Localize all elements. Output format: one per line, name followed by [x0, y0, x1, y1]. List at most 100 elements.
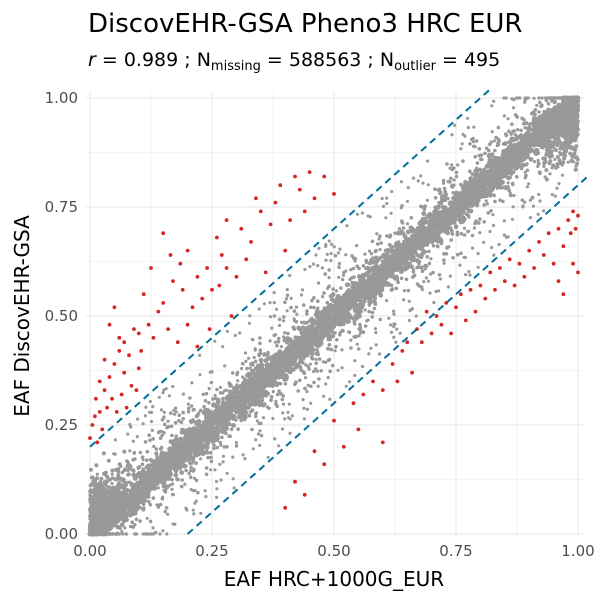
data-point	[201, 449, 206, 454]
data-point	[277, 317, 282, 322]
data-point	[285, 348, 290, 352]
data-point	[322, 313, 327, 317]
data-point	[231, 423, 237, 428]
data-point	[488, 168, 493, 173]
data-point	[476, 182, 481, 186]
data-point	[301, 326, 306, 331]
data-point	[477, 153, 482, 158]
data-point	[170, 433, 174, 438]
data-point	[163, 509, 167, 514]
data-point	[477, 147, 482, 151]
data-point	[363, 279, 368, 284]
data-point	[258, 394, 262, 398]
data-point	[483, 179, 488, 184]
data-point	[453, 221, 457, 225]
data-point	[215, 445, 220, 450]
data-point	[356, 310, 360, 314]
data-point	[350, 254, 354, 258]
data-point	[537, 110, 541, 114]
data-point	[458, 200, 462, 205]
data-point	[285, 375, 290, 380]
data-point	[247, 386, 253, 391]
data-point	[417, 284, 422, 288]
data-point	[259, 433, 264, 438]
data-point	[495, 143, 500, 148]
data-point	[371, 278, 375, 283]
data-point	[495, 172, 500, 176]
data-point	[276, 336, 281, 341]
data-point	[406, 243, 410, 248]
data-point	[209, 455, 213, 460]
data-point	[463, 217, 467, 221]
data-point	[531, 110, 536, 114]
data-point	[449, 176, 453, 181]
data-point	[334, 344, 338, 349]
data-point	[254, 375, 258, 380]
data-point	[144, 488, 148, 493]
data-point	[427, 261, 432, 266]
data-point	[524, 163, 529, 167]
data-point	[357, 291, 361, 296]
data-point	[506, 185, 511, 189]
data-point	[317, 377, 321, 381]
data-point	[390, 272, 395, 278]
data-point	[339, 286, 343, 290]
data-point	[498, 179, 503, 183]
data-point	[124, 532, 128, 536]
data-point	[271, 372, 276, 376]
data-point	[280, 359, 285, 364]
data-point	[163, 422, 167, 427]
data-point	[405, 247, 409, 252]
data-point	[442, 186, 447, 191]
data-point	[406, 288, 411, 293]
data-point	[367, 261, 372, 265]
data-point	[141, 467, 146, 472]
data-point	[203, 413, 208, 418]
data-point	[263, 358, 269, 363]
data-point	[420, 219, 425, 224]
data-point	[293, 335, 298, 340]
data-point	[186, 406, 191, 411]
data-point	[236, 404, 240, 409]
data-point	[519, 139, 524, 144]
data-point	[296, 340, 301, 344]
data-point	[420, 265, 424, 269]
data-point	[248, 391, 253, 395]
data-point	[147, 489, 151, 494]
data-point	[351, 290, 356, 295]
data-point	[228, 396, 232, 401]
data-point	[161, 484, 166, 489]
data-point	[174, 434, 178, 439]
data-point	[431, 243, 436, 248]
data-point	[151, 496, 156, 500]
data-point	[230, 371, 235, 375]
data-point	[511, 164, 516, 169]
data-point	[215, 387, 219, 392]
data-point	[389, 288, 394, 292]
data-point	[197, 449, 201, 454]
data-point	[430, 240, 434, 245]
data-point	[235, 383, 239, 388]
data-point	[162, 467, 166, 472]
data-point	[397, 247, 401, 252]
data-point	[282, 315, 286, 319]
data-point	[425, 254, 430, 259]
data-point	[420, 269, 425, 274]
data-point	[192, 407, 196, 412]
data-point	[277, 365, 281, 369]
data-point	[370, 239, 375, 244]
data-point	[253, 394, 257, 399]
data-point	[510, 122, 514, 126]
data-point	[525, 152, 530, 157]
data-point	[487, 174, 492, 179]
data-point	[329, 295, 334, 300]
data-point	[527, 125, 531, 129]
data-point	[469, 209, 474, 213]
data-point	[134, 485, 140, 491]
data-point	[247, 413, 252, 418]
data-point	[495, 186, 500, 190]
data-point	[517, 158, 522, 162]
data-point	[160, 433, 164, 438]
data-point	[146, 469, 150, 474]
data-point	[312, 305, 316, 310]
